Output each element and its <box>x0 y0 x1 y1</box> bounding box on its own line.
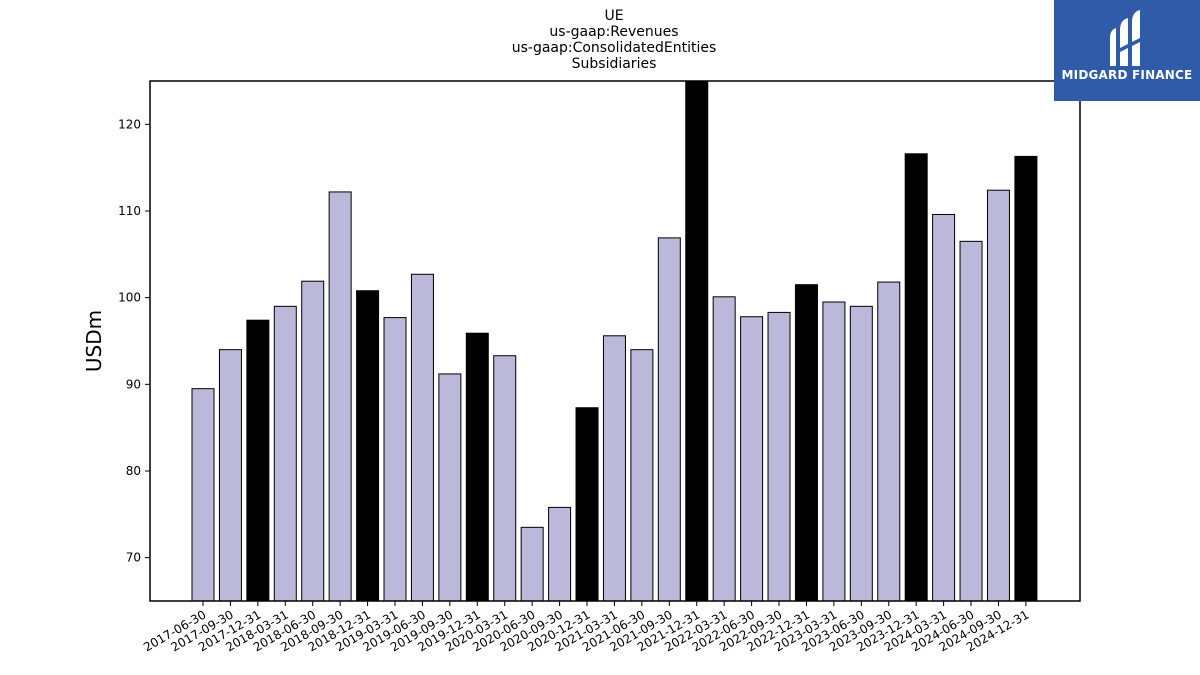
bar <box>191 388 215 601</box>
bar <box>657 237 681 601</box>
bar <box>575 407 599 601</box>
bar <box>548 506 572 601</box>
bar <box>822 301 846 601</box>
bar <box>932 213 956 601</box>
bar <box>273 305 297 601</box>
bar <box>438 373 462 601</box>
bar <box>1014 155 1038 601</box>
bar <box>602 335 626 601</box>
y-tick-label: 100 <box>118 291 141 305</box>
bar <box>301 280 325 601</box>
bar <box>493 355 517 601</box>
bar <box>520 526 544 601</box>
bar <box>410 273 434 601</box>
bar <box>767 311 791 601</box>
bar <box>986 189 1010 601</box>
y-tick-label: 120 <box>118 117 141 131</box>
plot-frame <box>149 80 1081 602</box>
y-tick-label: 110 <box>118 204 141 218</box>
chart-title-line: us-gaap:ConsolidatedEntities <box>512 40 717 56</box>
bar <box>685 81 709 601</box>
bar-group <box>191 81 1038 601</box>
bar <box>794 284 818 601</box>
bar <box>877 281 901 601</box>
y-tick-label: 70 <box>126 551 141 565</box>
bar <box>328 191 352 601</box>
midgard-logo-icon <box>1110 10 1140 66</box>
bar <box>246 319 270 601</box>
bar <box>740 316 764 601</box>
bar <box>356 290 380 601</box>
midgard-finance-logo: MIDGARD FINANCE <box>1054 0 1200 101</box>
bar <box>465 332 489 601</box>
bar <box>383 317 407 601</box>
bar <box>712 296 736 601</box>
bar <box>218 349 242 601</box>
y-tick-label: 80 <box>126 464 141 478</box>
y-axis-label: USDm <box>82 310 106 372</box>
chart-title-line: Subsidiaries <box>572 56 657 72</box>
bar <box>630 349 654 601</box>
bar <box>959 240 983 601</box>
bar <box>904 153 928 601</box>
chart-title-line: us-gaap:Revenues <box>549 24 678 40</box>
chart-title-line: UE <box>604 8 623 24</box>
bar <box>849 305 873 601</box>
y-tick-label: 90 <box>126 377 141 391</box>
logo-text: MIDGARD FINANCE <box>1061 68 1193 82</box>
